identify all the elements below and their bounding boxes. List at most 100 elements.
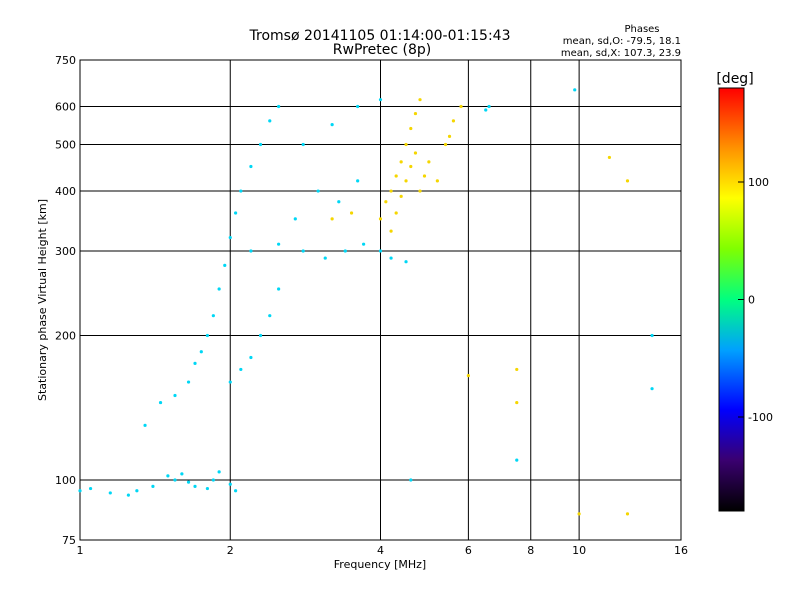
data-point-x (409, 126, 413, 131)
data-points (78, 88, 654, 516)
legend-line-o: mean, sd,O: -79.5, 18.1 (563, 36, 681, 47)
data-point-o (293, 217, 297, 221)
y-tick-label: 500 (55, 139, 76, 152)
data-point-x (427, 160, 431, 164)
data-point-o (108, 491, 112, 495)
data-point-x (378, 217, 383, 221)
data-point-o (151, 484, 155, 488)
data-point-o (239, 189, 243, 193)
chart-subtitle: RwPretec (8p) (333, 42, 431, 58)
data-point-x (389, 189, 393, 193)
data-point-o (223, 263, 227, 267)
data-point-o (173, 478, 177, 482)
data-point-o (409, 478, 413, 482)
data-point-o (158, 400, 163, 405)
colorbar-tick-label: 100 (748, 176, 769, 189)
data-point-o (316, 189, 320, 193)
data-point-o (277, 287, 281, 291)
y-tick-label: 750 (55, 54, 76, 67)
data-point-x (413, 151, 418, 155)
data-point-o (205, 486, 210, 491)
x-tick-label: 16 (674, 544, 688, 557)
x-tick-label: 6 (465, 544, 472, 557)
y-axis-label: Stationary phase Virtual Height [km] (36, 199, 49, 401)
data-point-o (650, 333, 654, 338)
data-point-o (211, 478, 215, 482)
data-point-o (217, 287, 221, 291)
data-point-o (249, 355, 253, 360)
data-point-o (487, 104, 491, 109)
data-point-x (413, 111, 418, 116)
data-point-o (193, 361, 197, 365)
data-point-x (451, 119, 456, 123)
data-point-o (205, 333, 210, 338)
legend-line-x: mean, sd,X: 107.3, 23.9 (561, 48, 681, 59)
data-point-x (625, 512, 630, 516)
chart-title: Tromsø 20141105 01:14:00-01:15:43 (249, 28, 511, 44)
colorbar-tick-label: 0 (748, 294, 755, 307)
data-point-o (217, 470, 221, 474)
data-point-o (186, 480, 191, 484)
data-point-o (249, 164, 253, 169)
data-point-x (625, 179, 630, 183)
data-point-o (378, 98, 383, 102)
data-point-x (399, 194, 403, 198)
data-point-o (234, 489, 238, 493)
data-point-o (258, 142, 263, 147)
data-point-o (228, 235, 232, 240)
data-point-x (384, 200, 388, 204)
data-point-x (404, 179, 408, 183)
x-tick-label: 10 (572, 544, 586, 557)
data-point-x (409, 164, 413, 169)
data-point-x (466, 374, 470, 378)
data-point-x (447, 134, 452, 138)
legend-title: Phases (624, 24, 659, 35)
data-point-x (330, 217, 334, 221)
data-point-o (389, 256, 393, 260)
data-point-x (515, 367, 519, 372)
x-tick-label: 8 (527, 544, 534, 557)
y-tick-label: 300 (55, 245, 76, 258)
axis-ticks: 1 2 4 6 8 10 16 75 100 200 300 400 500 600 750 (55, 54, 688, 557)
x-tick-label: 4 (377, 544, 384, 557)
x-axis-label: Frequency [MHz] (334, 558, 426, 571)
data-point-o (323, 256, 327, 260)
data-point-o (239, 367, 243, 372)
data-point-o (228, 482, 232, 486)
data-point-x (418, 189, 422, 193)
data-point-o (356, 179, 360, 183)
data-point-o (330, 123, 334, 127)
colorbar-tick-label: -100 (748, 411, 773, 424)
data-point-x (394, 211, 398, 215)
data-point-x (394, 174, 398, 178)
data-point-o (228, 380, 232, 384)
data-point-o (173, 393, 177, 398)
y-tick-label: 100 (55, 474, 76, 487)
x-tick-label: 1 (77, 544, 84, 557)
data-point-o (268, 314, 272, 318)
data-point-o (143, 423, 147, 427)
data-point-o (277, 104, 281, 109)
data-point-o (301, 142, 305, 147)
data-point-x (418, 98, 422, 102)
y-tick-label: 400 (55, 185, 76, 198)
data-point-o (199, 350, 203, 354)
data-point-o (268, 119, 272, 123)
y-tick-label: 200 (55, 330, 76, 343)
data-point-o (343, 249, 347, 253)
data-point-x (404, 142, 408, 147)
data-point-o (126, 493, 130, 497)
data-point-x (459, 104, 463, 109)
y-tick-label: 600 (55, 101, 76, 114)
data-point-x (515, 400, 519, 405)
data-point-o (362, 242, 366, 246)
data-point-x (577, 512, 581, 516)
data-point-o (166, 474, 170, 478)
data-point-o (180, 472, 184, 476)
data-point-x (443, 142, 448, 147)
data-point-o (234, 211, 238, 215)
data-point-o (186, 380, 191, 384)
data-point-o (301, 249, 305, 253)
data-point-x (435, 179, 439, 183)
